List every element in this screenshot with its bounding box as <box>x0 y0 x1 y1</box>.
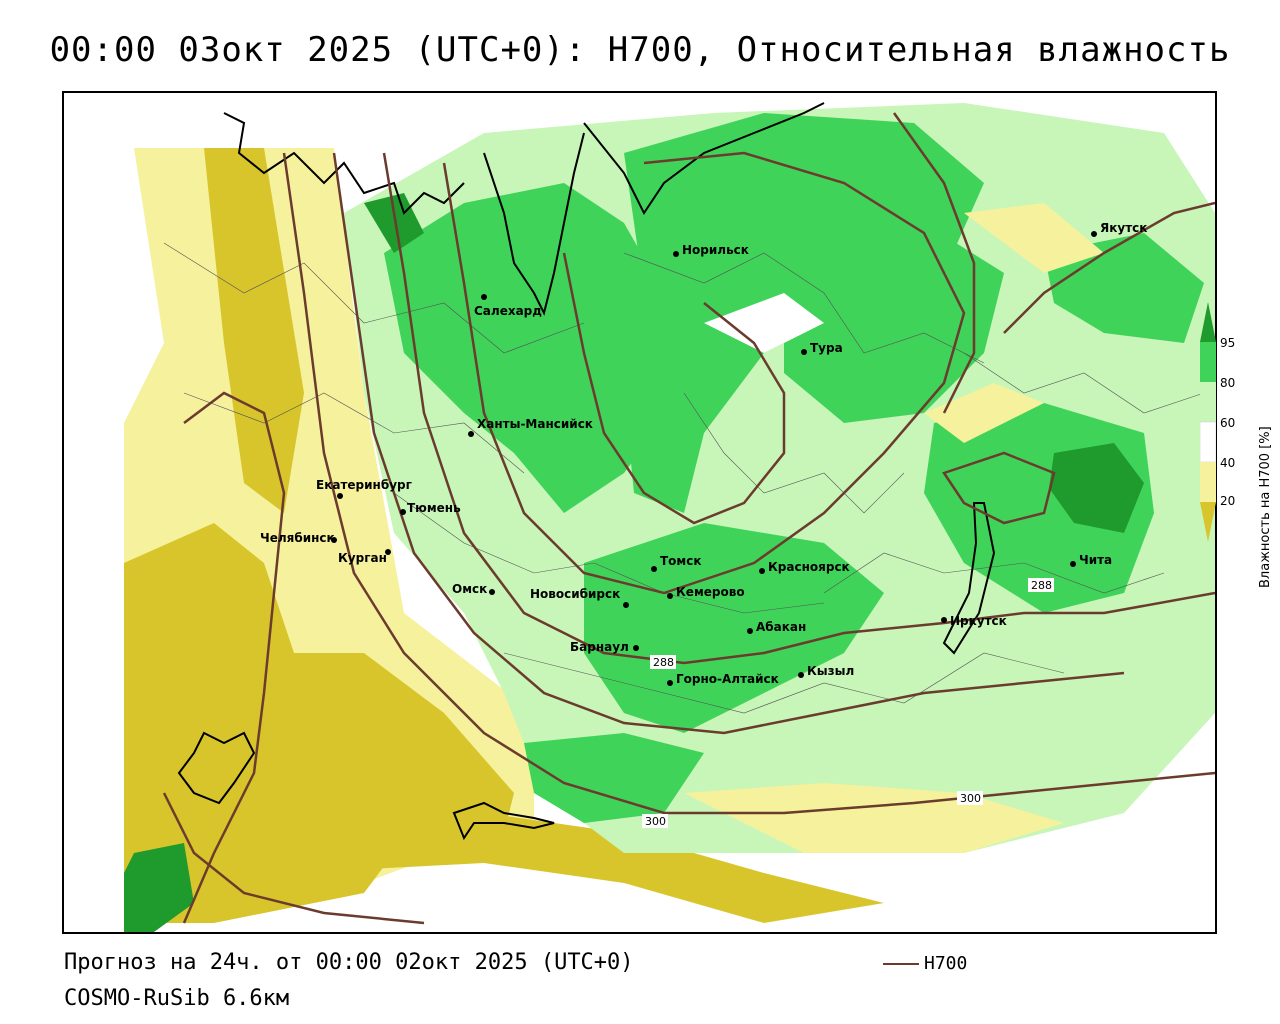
city-yekaterinburg: Екатеринбург <box>316 478 412 499</box>
wet-region-6 <box>524 733 704 823</box>
city-irkutsk: Иркутск <box>941 614 1007 628</box>
isoline-label: 300 <box>645 815 666 828</box>
coastline-yamal <box>483 132 585 316</box>
svg-text:Салехард: Салехард <box>474 304 542 318</box>
colorbar-tick: 80 <box>1220 376 1236 390</box>
city-kyzyl: Кызыл <box>798 664 854 678</box>
svg-text:Екатеринбург: Екатеринбург <box>316 478 412 492</box>
svg-text:Курган: Курган <box>338 551 387 565</box>
humidity-field <box>124 103 1215 932</box>
svg-text:Чита: Чита <box>1079 553 1112 567</box>
svg-text:Красноярск: Красноярск <box>768 560 850 574</box>
wet-region-4 <box>784 223 1004 423</box>
humidity-map: 288 288 300 300 Норильск Якутск Салехард… <box>124 102 1215 932</box>
city-gorno-altaysk: Горно-Алтайск <box>667 672 779 686</box>
city-khanty-mansiysk: Ханты-Мансийск <box>468 417 593 437</box>
very-dry-region-west <box>124 523 514 923</box>
coastline-taimyr <box>583 102 825 215</box>
city-tyumen: Тюмень <box>400 501 461 515</box>
city-abakan: Абакан <box>747 620 806 634</box>
isoline-6 <box>182 391 286 924</box>
dry-streak-east-2 <box>964 203 1104 273</box>
svg-text:Абакан: Абакан <box>756 620 806 634</box>
colorbar-tick: 60 <box>1220 416 1236 430</box>
coastline-balkhash <box>452 801 555 841</box>
region-borders <box>163 242 1205 714</box>
svg-text:Омск: Омск <box>452 582 487 596</box>
city-tomsk: Томск <box>651 554 702 572</box>
h700-isolines <box>162 112 1215 925</box>
city-novosibirsk: Новосибирск <box>530 587 629 608</box>
map-canvas[interactable]: 288 288 300 300 Норильск Якутск Салехард… <box>62 91 1217 934</box>
city-omsk: Омск <box>452 582 495 596</box>
dry-streak-east-3 <box>924 383 1044 443</box>
svg-text:Тюмень: Тюмень <box>407 501 461 515</box>
city-markers: Норильск Якутск Салехард Тура Ханты-Манс… <box>260 221 1147 686</box>
isoline-2 <box>332 152 1125 735</box>
isoline-labels: 288 288 300 300 <box>642 578 1054 828</box>
svg-text:Кызыл: Кызыл <box>807 664 854 678</box>
wet-region-1 <box>384 183 684 513</box>
model-name: COSMO-RuSib 6.6км <box>64 986 290 1011</box>
map-title: 00:00 03окт 2025 (UTC+0): H700, Относите… <box>49 30 1231 70</box>
isoline-10 <box>892 112 976 414</box>
svg-text:Норильск: Норильск <box>682 243 749 257</box>
colorbar <box>1200 302 1216 542</box>
svg-text:Кемерово: Кемерово <box>676 585 745 599</box>
svg-text:Иркутск: Иркутск <box>950 614 1007 628</box>
isoline-3 <box>382 152 1215 665</box>
h700-legend-label: H700 <box>924 953 968 974</box>
coastline-caspian <box>177 731 256 805</box>
isoline-label: 288 <box>653 656 674 669</box>
coastline-north-west <box>223 112 465 215</box>
very-wet-region-1 <box>1049 443 1144 533</box>
coastlines <box>177 102 996 841</box>
svg-text:Ханты-Мансийск: Ханты-Мансийск <box>477 417 593 431</box>
city-kemerovo: Кемерово <box>667 585 745 599</box>
svg-text:Томск: Томск <box>660 554 702 568</box>
very-dry-band-north <box>204 148 304 513</box>
isoline-5 <box>562 252 786 525</box>
colorbar-tick: 95 <box>1220 336 1236 350</box>
dry-region-south <box>294 813 884 923</box>
city-krasnoyarsk: Красноярск <box>759 560 850 574</box>
city-barnaul: Барнаул <box>570 640 639 654</box>
city-kurgan: Курган <box>338 549 391 565</box>
isoline-label: 300 <box>960 792 981 805</box>
city-norilsk: Норильск <box>673 243 749 257</box>
h700-legend-line <box>883 963 919 965</box>
city-salekhard: Салехард <box>474 294 542 318</box>
svg-text:Горно-Алтайск: Горно-Алтайск <box>676 672 779 686</box>
city-chelyabinsk: Челябинск <box>260 531 337 545</box>
svg-text:Новосибирск: Новосибирск <box>530 587 620 601</box>
isoline-9 <box>1003 201 1215 334</box>
isoline-8 <box>942 451 1056 525</box>
svg-text:Тура: Тура <box>810 341 843 355</box>
wet-region-7 <box>1044 233 1204 343</box>
city-tura: Тура <box>801 341 843 355</box>
dry-streak-east-1 <box>704 293 824 353</box>
city-chita: Чита <box>1070 553 1112 567</box>
coastline-baikal <box>942 502 996 655</box>
isoline-label: 288 <box>1031 579 1052 592</box>
svg-text:Барнаул: Барнаул <box>570 640 629 654</box>
very-wet-region-2 <box>124 843 194 932</box>
city-yakutsk: Якутск <box>1091 221 1147 237</box>
colorbar-title: Влажность на H700 [%] <box>1258 426 1273 588</box>
svg-text:Якутск: Якутск <box>1100 221 1147 235</box>
svg-text:Челябинск: Челябинск <box>260 531 335 545</box>
colorbar-tick: 40 <box>1220 456 1236 470</box>
forecast-info: Прогноз на 24ч. от 00:00 02окт 2025 (UTC… <box>64 950 634 975</box>
isoline-7 <box>162 792 425 925</box>
wet-region-3 <box>584 523 884 733</box>
colorbar-tick: 20 <box>1220 494 1236 508</box>
isoline-1 <box>282 152 1215 815</box>
isoline-4 <box>442 151 966 595</box>
